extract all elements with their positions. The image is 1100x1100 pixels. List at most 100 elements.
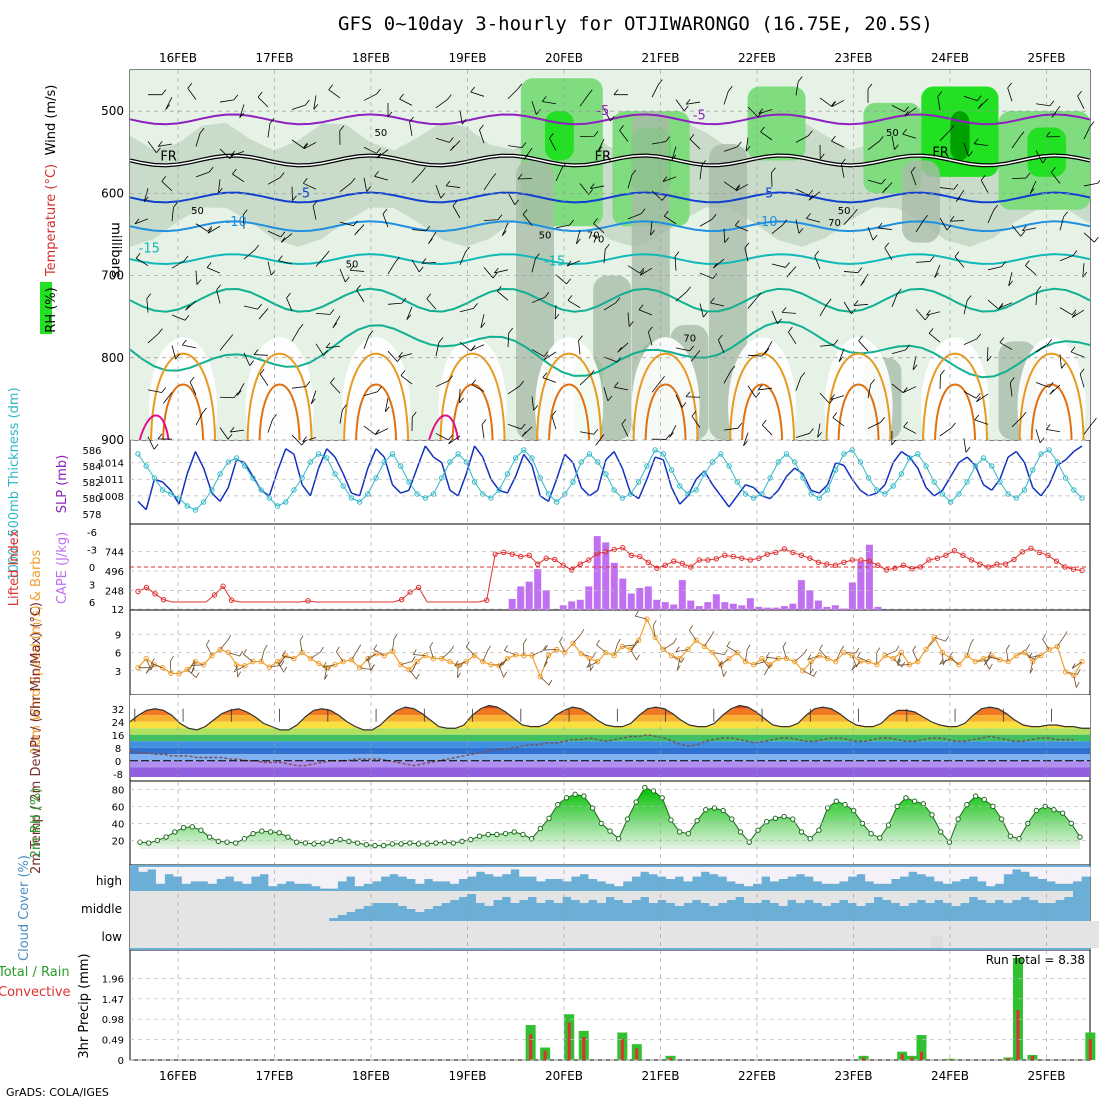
wind-barb — [579, 428, 599, 435]
wind-barb — [723, 141, 742, 152]
cloud-clear-low — [311, 921, 321, 948]
wind-barb-10m — [896, 652, 902, 664]
wind-barb — [555, 219, 575, 229]
wind-speed-point — [1030, 658, 1036, 665]
y-tick-rh-40: 40 — [112, 819, 125, 830]
rh-point — [685, 830, 692, 837]
wind-barb-10m — [596, 639, 607, 653]
rh-point — [354, 840, 361, 846]
thickness-point — [159, 487, 166, 493]
wind-barb — [400, 370, 413, 385]
wind-barb — [806, 213, 821, 223]
wind-speed-point — [668, 652, 675, 659]
cape-bar — [814, 600, 822, 610]
wind-barb — [771, 262, 790, 268]
wind-barb — [867, 417, 885, 429]
cloud-clear-low — [891, 921, 901, 948]
cloud-clear-middle — [510, 891, 520, 903]
wind-barb — [135, 253, 149, 267]
rh-point — [233, 840, 239, 846]
dry-blob-9 — [1017, 337, 1086, 478]
wind-barb — [243, 244, 260, 260]
rh-gray-blob-6 — [902, 160, 940, 243]
cloud-clear-middle — [380, 891, 390, 903]
li-segment — [597, 551, 606, 555]
wind-barb-10m — [983, 658, 993, 670]
rh-axis-label: 2m RH (%) — [29, 788, 44, 859]
wind-barb — [134, 218, 149, 225]
cloud-clear-high — [553, 867, 563, 879]
li-segment — [647, 561, 658, 569]
wind-barb — [543, 351, 557, 360]
wind-speed-point — [636, 637, 642, 644]
cloud-clear-high — [346, 867, 356, 877]
slp-segment — [301, 484, 311, 497]
thickness-segment — [843, 449, 853, 455]
thickness-point — [759, 491, 765, 497]
cloud-clear-high — [847, 867, 857, 877]
wind-speed-point — [594, 658, 601, 665]
thickness-point — [824, 487, 831, 493]
thickness-point — [200, 499, 207, 505]
wind-barb-10m — [498, 658, 508, 668]
slp-segment — [596, 459, 607, 491]
cloud-clear-high — [1081, 867, 1091, 877]
wind-speed-segment — [786, 658, 795, 663]
cloud-clear-low — [432, 921, 442, 948]
li-segment — [299, 600, 309, 603]
rh-point — [842, 801, 848, 808]
wind-barb — [867, 136, 884, 151]
rh-point — [720, 807, 726, 814]
cloud-clear-low — [467, 921, 477, 948]
thickness-point — [143, 463, 149, 469]
cloud-clear-middle — [735, 891, 745, 897]
thickness-point — [586, 451, 593, 457]
wind-barb-10m — [400, 656, 416, 666]
wind-speed-point — [348, 657, 355, 663]
dry-blob-4 — [535, 337, 604, 478]
slp-segment — [523, 453, 533, 466]
wind-barb-10m — [912, 645, 919, 662]
cloud-clear-low — [259, 921, 269, 948]
cloud-clear-high — [657, 867, 667, 877]
wind-barb — [867, 226, 878, 241]
cloud-clear-low — [320, 921, 330, 948]
cloud-clear-high — [631, 867, 641, 877]
wind-barb — [627, 169, 637, 189]
wind-barb — [435, 137, 454, 143]
dry-blob-0 — [149, 337, 218, 478]
wind-barb-10m — [366, 653, 377, 662]
temp-band-5 — [130, 734, 1090, 742]
wind-barb — [795, 219, 804, 234]
thickness-point — [783, 451, 790, 457]
wind-barb — [675, 345, 695, 352]
cape-bar — [661, 602, 669, 610]
cloud-clear-middle — [1012, 891, 1022, 900]
wind-barb — [723, 422, 743, 431]
cloud-clear-middle — [605, 891, 615, 897]
wind-barb — [161, 176, 173, 192]
li-point — [781, 546, 788, 552]
cloud-low-clear-patch — [930, 936, 943, 948]
wind-speed-point — [627, 646, 634, 653]
li-segment — [988, 563, 998, 568]
rh-green-blob-2 — [747, 86, 806, 161]
slp-segment — [728, 495, 738, 508]
thickness-segment — [170, 493, 180, 499]
wind-barb-10m — [807, 654, 820, 661]
li-point — [798, 552, 805, 559]
rh-point — [1077, 834, 1083, 840]
cloud-clear-middle — [1046, 891, 1056, 903]
wind-barb — [449, 140, 461, 152]
wind-speed-segment — [827, 658, 836, 663]
thickness-point — [537, 475, 543, 481]
x-tick-top-24FEB: 24FEB — [931, 51, 969, 65]
wind-barb — [349, 264, 365, 272]
wind-barb — [1051, 105, 1061, 118]
wind-speed-segment — [490, 664, 500, 667]
li-segment — [1005, 558, 1015, 565]
cloud-clear-high — [605, 867, 615, 884]
thickness-point — [997, 479, 1003, 485]
contour-label-2: -5 — [297, 186, 310, 201]
cloud-clear-low — [657, 921, 667, 948]
